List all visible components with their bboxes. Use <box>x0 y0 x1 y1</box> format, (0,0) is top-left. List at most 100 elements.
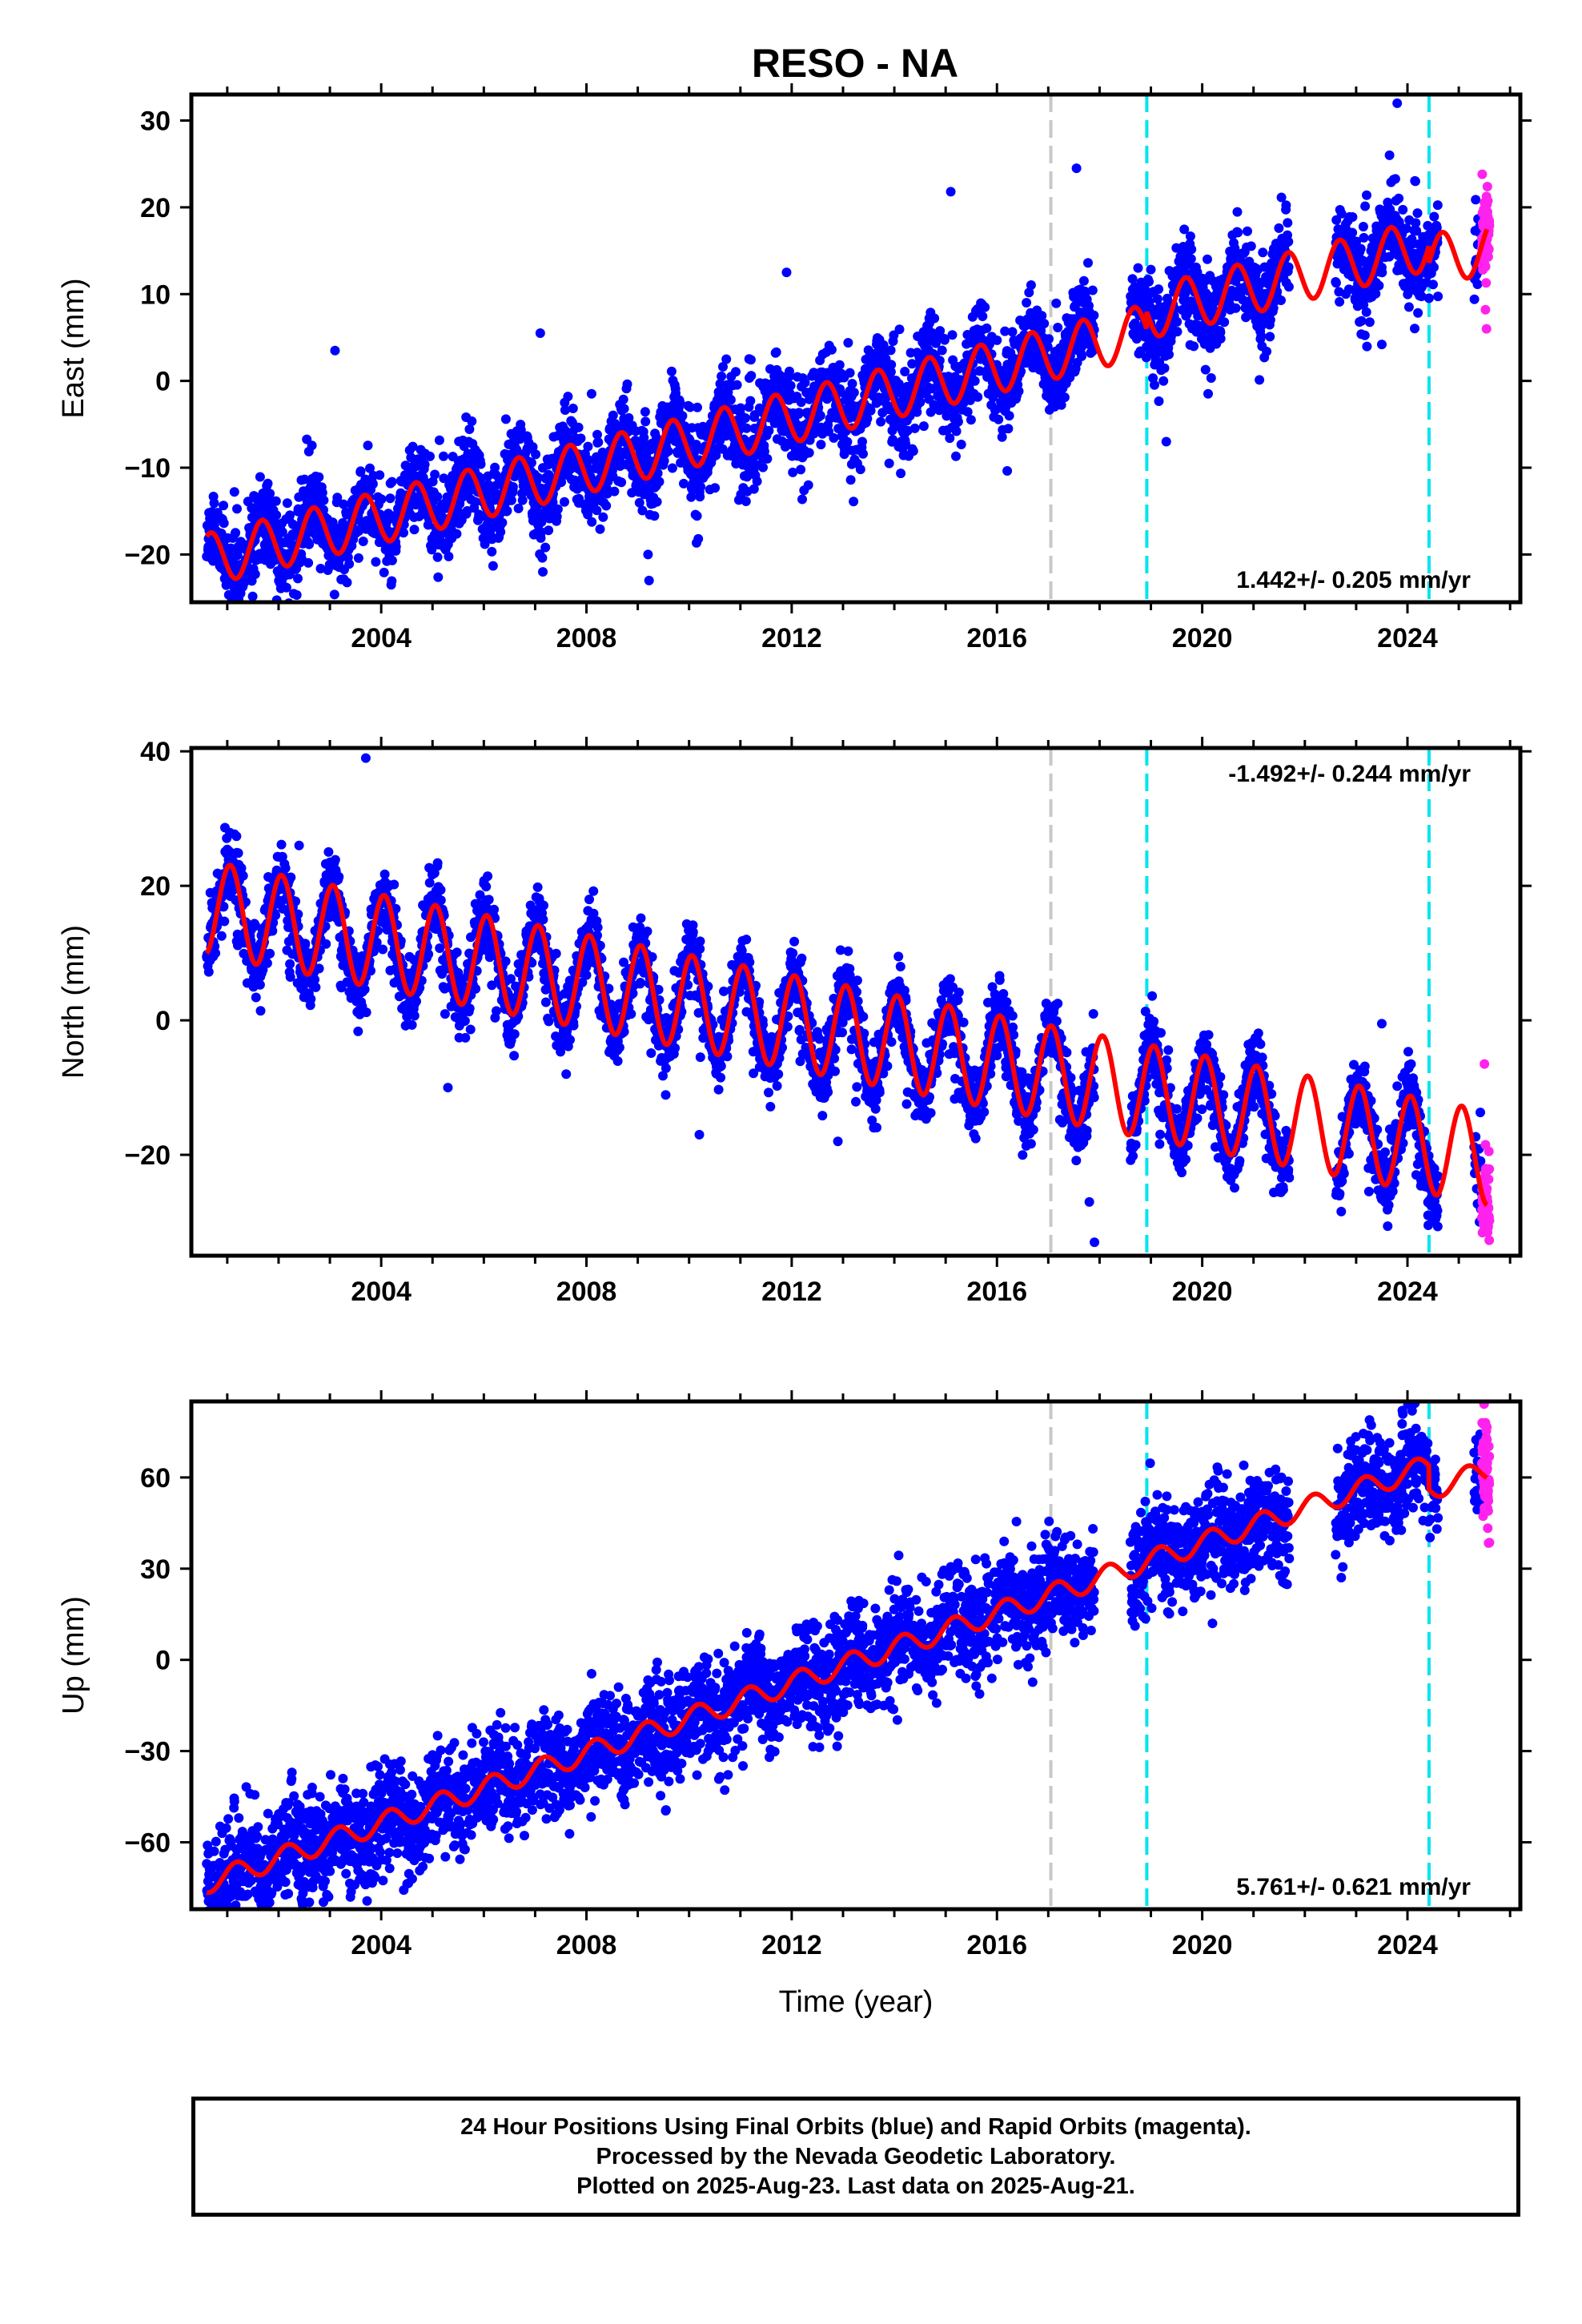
final-orbit-point <box>1394 193 1404 203</box>
y-axis-title: East (mm) <box>57 278 90 418</box>
final-orbit-point <box>247 591 258 601</box>
final-orbit-point <box>282 498 292 509</box>
chart-title: RESO - NA <box>752 41 958 86</box>
final-orbit-point <box>334 871 344 882</box>
final-orbit-point <box>540 542 551 553</box>
final-orbit-point <box>265 489 275 499</box>
final-orbit-point <box>1359 330 1370 340</box>
final-orbit-point <box>598 512 608 522</box>
final-orbit-point <box>693 402 702 412</box>
final-orbit-point <box>696 481 706 492</box>
final-orbit-point <box>1071 163 1082 174</box>
rapid-orbit-point <box>1480 304 1491 315</box>
final-orbit-point <box>487 546 497 557</box>
final-orbit-point <box>453 507 464 517</box>
final-orbit-point <box>978 312 988 321</box>
final-orbit-point <box>980 302 990 312</box>
rapid-orbit-point <box>1483 196 1493 206</box>
final-orbit-point <box>307 440 317 451</box>
final-orbit-point <box>1022 298 1032 308</box>
final-orbit-point <box>271 510 282 521</box>
final-orbit-point <box>378 944 388 955</box>
final-orbit-point <box>231 528 241 538</box>
final-orbit-point <box>1026 280 1036 290</box>
final-orbit-point <box>1004 411 1014 421</box>
final-orbit-point <box>622 379 632 389</box>
final-orbit-point <box>725 395 736 405</box>
final-orbit-point <box>306 994 316 1004</box>
y-tick-label: 20 <box>140 193 171 223</box>
final-orbit-point <box>1384 150 1395 160</box>
final-orbit-point <box>563 392 573 402</box>
final-orbit-point <box>781 267 792 278</box>
final-orbit-point <box>332 493 343 503</box>
final-orbit-point <box>496 527 506 537</box>
final-orbit-point <box>1154 396 1164 406</box>
final-orbit-point <box>1161 436 1171 447</box>
final-orbit-point <box>1423 293 1434 304</box>
final-orbit-point <box>1412 208 1423 219</box>
final-orbit-point <box>1428 279 1438 290</box>
final-orbit-point <box>1331 278 1341 288</box>
final-orbit-point <box>232 504 242 514</box>
final-orbit-point <box>1371 288 1381 299</box>
final-orbit-point <box>762 453 773 464</box>
final-orbit-point <box>1215 333 1226 344</box>
final-orbit-point <box>973 392 983 402</box>
final-orbit-point <box>1002 466 1013 476</box>
final-orbit-point <box>1469 294 1480 304</box>
final-orbit-point <box>1281 200 1291 211</box>
final-orbit-point <box>387 576 397 586</box>
final-orbit-point <box>280 863 291 874</box>
final-orbit-point <box>282 621 291 631</box>
final-orbit-point <box>886 360 897 370</box>
final-orbit-point <box>1189 341 1199 352</box>
rapid-orbit-point <box>1481 324 1492 334</box>
final-orbit-point <box>1185 231 1195 241</box>
final-orbit-point <box>339 499 348 509</box>
final-orbit-point <box>876 416 886 427</box>
final-orbit-point <box>1077 351 1086 361</box>
final-orbit-point <box>601 501 612 511</box>
final-orbit-point <box>1262 346 1272 356</box>
final-orbit-point <box>915 397 926 408</box>
final-orbit-point <box>1003 424 1014 434</box>
final-orbit-point <box>745 355 756 365</box>
final-orbit-point <box>537 553 548 563</box>
final-orbit-point <box>424 878 435 888</box>
final-orbit-point <box>855 464 865 475</box>
final-orbit-point <box>329 589 339 600</box>
final-orbit-point <box>315 564 326 573</box>
final-orbit-point <box>1377 267 1387 278</box>
final-orbit-point <box>231 652 241 661</box>
final-orbit-point <box>1231 303 1241 313</box>
final-orbit-point <box>1359 232 1369 243</box>
final-orbit-point <box>560 405 570 415</box>
final-orbit-point <box>649 511 660 521</box>
final-orbit-point <box>535 328 545 339</box>
final-orbit-point <box>1265 315 1275 325</box>
final-orbit-point <box>358 537 368 546</box>
final-orbit-point <box>710 483 721 493</box>
final-orbit-point <box>1154 284 1164 295</box>
final-orbit-point <box>616 477 627 488</box>
final-orbit-point <box>1335 296 1345 307</box>
final-orbit-point <box>476 459 486 469</box>
final-orbit-point <box>912 407 922 417</box>
final-orbit-point <box>1150 380 1159 390</box>
final-orbit-point <box>675 398 685 408</box>
final-orbit-point <box>412 996 421 1007</box>
final-orbit-point <box>497 517 508 528</box>
final-orbit-point <box>1007 327 1018 337</box>
final-orbit-point <box>1347 227 1358 238</box>
final-orbit-point <box>1206 373 1216 383</box>
final-orbit-point <box>816 440 826 450</box>
final-orbit-point <box>232 673 242 682</box>
final-orbit-point <box>233 643 243 653</box>
final-orbit-point <box>452 947 462 958</box>
final-orbit-point <box>425 451 435 461</box>
final-orbit-point <box>387 555 397 565</box>
final-orbit-point <box>233 848 243 858</box>
y-tick-label: −20 <box>124 540 171 570</box>
final-orbit-point <box>271 496 281 506</box>
